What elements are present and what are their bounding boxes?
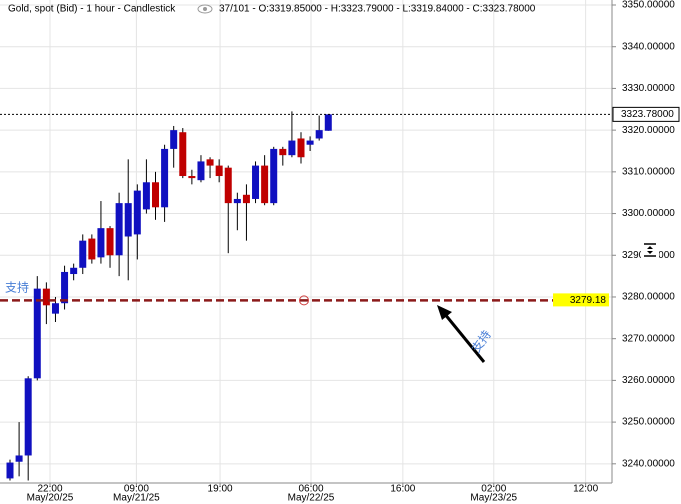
candle-body (24, 378, 32, 456)
x-tick-label: 22:00 (37, 484, 62, 495)
x-tick-label: 02:00 (481, 484, 506, 495)
x-tick-label: 19:00 (208, 484, 233, 495)
grid (0, 0, 612, 483)
candle-body (288, 140, 296, 156)
candle-body (115, 203, 123, 256)
candle-body (79, 240, 87, 268)
y-tick-label: 3250.00000 (622, 417, 675, 428)
x-tick-date: May/23/25 (470, 493, 517, 504)
y-tick-label: 3330.00000 (622, 83, 675, 94)
x-tick-label: 09:00 (124, 484, 149, 495)
candle-body (206, 159, 214, 166)
candle-body (242, 194, 250, 204)
candle-body (188, 176, 196, 179)
candle-body (315, 130, 323, 139)
y-tick-label: 3260.00000 (622, 375, 675, 386)
x-tick-label: 16:00 (390, 484, 415, 495)
candle-body (252, 165, 260, 199)
icon-arrow (647, 246, 653, 249)
candle-body (142, 182, 150, 210)
icon-arrow (647, 251, 653, 254)
candle-body (61, 271, 69, 304)
candle-body (106, 228, 114, 256)
candle-body (51, 303, 59, 314)
candle-body (224, 167, 232, 204)
y-tick-label: 3240.00000 (622, 458, 675, 469)
last-price-box (612, 106, 680, 122)
arrow (437, 305, 486, 363)
candle-body (215, 165, 223, 177)
candle-body (42, 288, 50, 306)
candle-body (124, 203, 132, 237)
candle-body (306, 140, 314, 145)
candle-body (261, 165, 269, 204)
y-tick-label: 3270.00000 (622, 333, 675, 344)
support-price-label: 3279.18 (570, 295, 607, 306)
marks (6, 111, 332, 481)
candle-body (324, 114, 332, 131)
candle-body (233, 198, 241, 204)
x-tick-date: May/21/25 (113, 493, 160, 504)
candle-body (161, 148, 169, 208)
support-price-box (553, 293, 609, 307)
candle-body (70, 267, 78, 275)
candle-body (152, 182, 160, 208)
support-label: 支持 (5, 280, 29, 295)
candle-body (133, 190, 141, 235)
x-tick-label: 06:00 (298, 484, 323, 495)
y-tick-label: 3300.00000 (622, 208, 675, 219)
y-tick-label: 3350.00000 (622, 0, 675, 11)
icon-bg (641, 242, 659, 258)
y-tick-label: 3340.00000 (622, 41, 675, 52)
x-tick-date: May/20/25 (27, 493, 74, 504)
candle-body (270, 148, 278, 204)
candle-body (33, 288, 41, 379)
candle-body (97, 228, 105, 258)
y-tick-label: 3280.00000 (622, 292, 675, 303)
support-handle (299, 295, 309, 306)
chart-title: Gold, spot (Bid) - 1 hour - Candlestick (8, 4, 176, 15)
y-tick-label: 3310.00000 (622, 166, 675, 177)
x-tick-label: 12:00 (573, 484, 598, 495)
x-tick-date: May/22/25 (288, 493, 335, 504)
axis-icon[interactable] (641, 242, 659, 258)
y-tick-label: 3320.00000 (622, 125, 675, 136)
candle-body (170, 130, 178, 149)
candle-body (15, 455, 23, 462)
candle-body (6, 462, 14, 479)
candle-body (88, 238, 96, 260)
last-price-label: 3323.78000 (621, 109, 674, 120)
eye-icon[interactable] (197, 4, 213, 14)
candle-body (197, 161, 205, 181)
candle-body (297, 138, 305, 158)
candle-body (179, 132, 187, 177)
ohlc-info: 37/101 - O:3319.85000 - H:3323.79000 - L… (219, 4, 536, 15)
candle-body (279, 148, 287, 156)
